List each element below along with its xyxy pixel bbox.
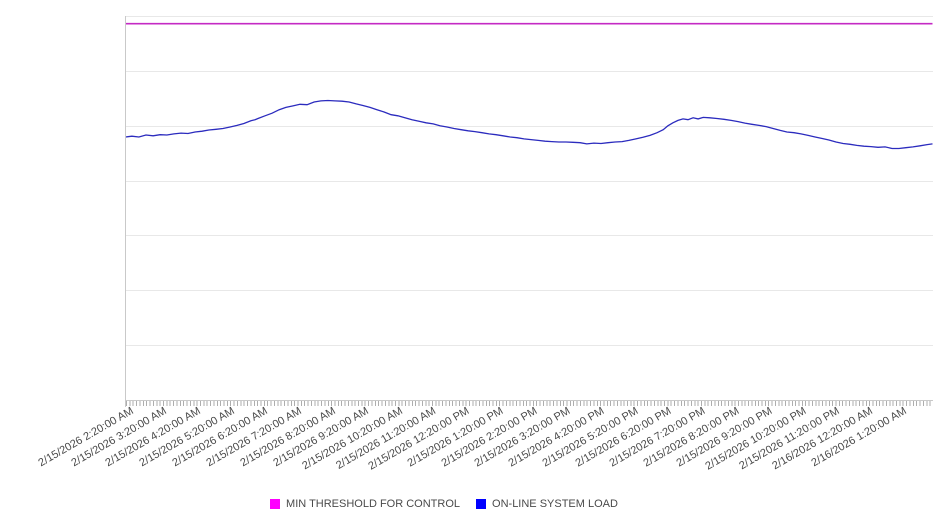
y-axis-line bbox=[125, 16, 126, 407]
gridline bbox=[125, 70, 933, 72]
legend-item-min-threshold[interactable]: MIN THRESHOLD FOR CONTROL bbox=[270, 498, 460, 510]
legend-item-online-system-load[interactable]: ON-LINE SYSTEM LOAD bbox=[476, 498, 618, 510]
legend: MIN THRESHOLD FOR CONTROL ON-LINE SYSTEM… bbox=[0, 498, 946, 510]
gridline bbox=[125, 16, 933, 17]
gridline bbox=[125, 180, 933, 182]
plot-area[interactable] bbox=[125, 16, 933, 400]
online-system-load-line bbox=[125, 99, 933, 150]
gridline bbox=[125, 125, 933, 127]
legend-label-min-threshold: MIN THRESHOLD FOR CONTROL bbox=[286, 498, 461, 510]
min-threshold-swatch-icon bbox=[270, 499, 281, 509]
x-axis-minor-ticks bbox=[125, 401, 932, 406]
gridline bbox=[125, 235, 933, 237]
online-system-load-swatch-icon bbox=[476, 499, 487, 509]
legend-label-online-system-load: ON-LINE SYSTEM LOAD bbox=[492, 498, 618, 510]
gridline bbox=[125, 290, 933, 292]
x-axis-line bbox=[125, 400, 933, 401]
gridline bbox=[125, 345, 933, 347]
